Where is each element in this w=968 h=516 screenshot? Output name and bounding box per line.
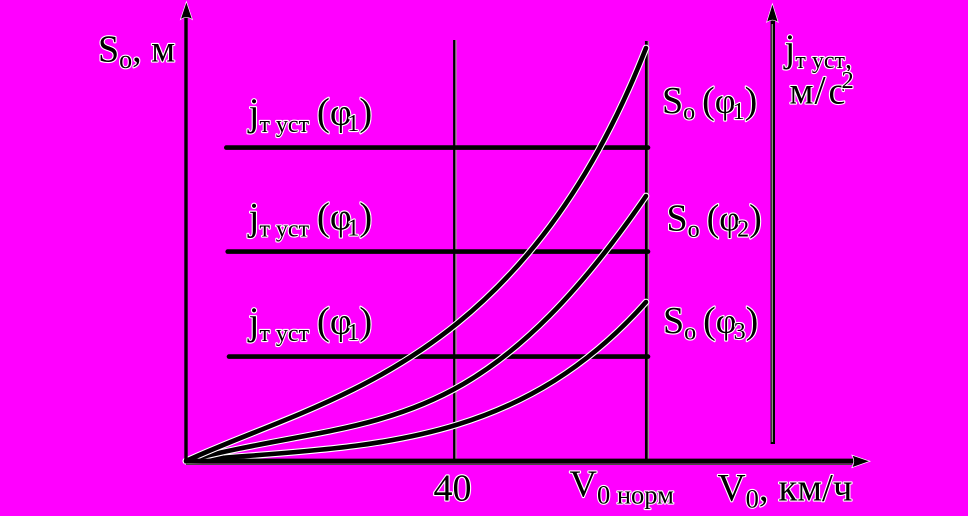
svg-text:V0, км/ч: V0, км/ч [718,467,853,514]
svg-text:Sо, м: Sо, м [98,29,175,75]
svg-text:jт уст (φ1): jт уст (φ1) [247,91,373,138]
svg-text:40: 40 [434,468,472,510]
svg-text:с: с [829,71,846,113]
svg-text:2: 2 [842,67,854,94]
svg-text:Sо (φ2): Sо (φ2) [667,197,762,243]
svg-text:м: м [790,71,814,113]
svg-text:/: / [815,68,827,113]
svg-text:jт уст (φ1): jт уст (φ1) [247,196,373,243]
svg-text:Sо (φ1): Sо (φ1) [662,80,757,126]
